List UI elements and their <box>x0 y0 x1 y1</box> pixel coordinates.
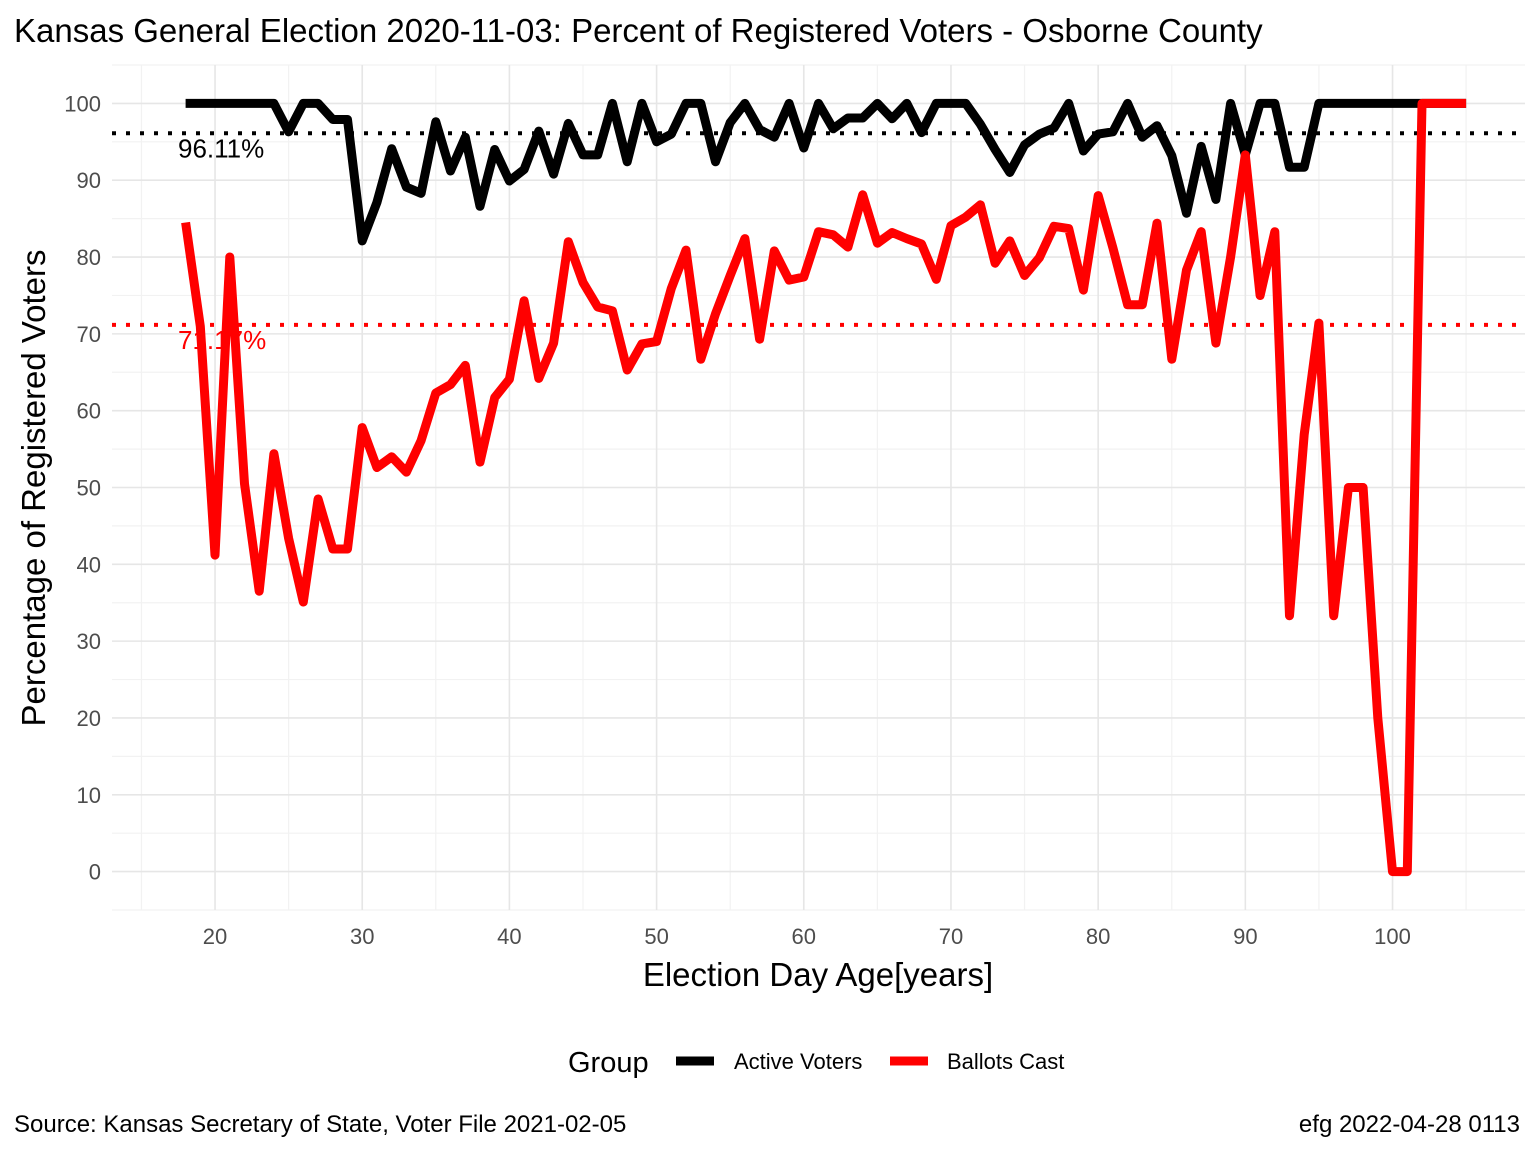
x-tick-label: 60 <box>792 924 816 949</box>
x-tick-label: 30 <box>350 924 374 949</box>
y-tick-label: 0 <box>89 860 101 885</box>
legend-label-active-voters: Active Voters <box>734 1049 862 1074</box>
grid <box>112 64 1525 911</box>
x-tick-label: 80 <box>1086 924 1110 949</box>
x-tick-label: 40 <box>497 924 521 949</box>
reference-label: 71.17% <box>178 325 266 355</box>
x-tick-label: 50 <box>644 924 668 949</box>
y-axis-title: Percentage of Registered Voters <box>15 250 52 727</box>
x-tick-label: 100 <box>1374 924 1411 949</box>
reference-labels: 96.11% 71.17% <box>178 133 266 355</box>
y-tick-label: 20 <box>77 706 101 731</box>
y-tick-label: 10 <box>77 783 101 808</box>
x-tick-label: 20 <box>203 924 227 949</box>
x-tick-label: 90 <box>1233 924 1257 949</box>
legend-label-ballots-cast: Ballots Cast <box>947 1049 1064 1074</box>
y-tick-label: 100 <box>64 91 101 116</box>
series-line <box>181 98 1467 877</box>
x-tick-label: 70 <box>939 924 963 949</box>
y-tick-label: 50 <box>77 476 101 501</box>
x-axis-title: Election Day Age[years] <box>643 956 993 993</box>
y-tick-label: 30 <box>77 629 101 654</box>
legend: Group Active Voters Ballots Cast <box>568 1047 1064 1079</box>
y-tick-label: 60 <box>77 399 101 424</box>
y-tick-label: 40 <box>77 552 101 577</box>
credit-caption: efg 2022-04-28 0113 <box>1299 1111 1520 1138</box>
y-tick-label: 90 <box>77 168 101 193</box>
y-tick-label: 70 <box>77 322 101 347</box>
chart-title: Kansas General Election 2020-11-03: Perc… <box>14 12 1263 49</box>
series-line <box>185 98 1467 246</box>
legend-title: Group <box>568 1047 649 1079</box>
reference-label: 96.11% <box>178 133 264 163</box>
tick-labels: 20 30 40 50 60 70 80 90 100 0 10 20 30 40 50 60 70 80 90 10… <box>64 91 1411 949</box>
series-lines <box>181 98 1467 877</box>
reference-lines <box>112 131 1525 327</box>
source-caption: Source: Kansas Secretary of State, Voter… <box>14 1111 626 1138</box>
y-tick-label: 80 <box>77 245 101 270</box>
